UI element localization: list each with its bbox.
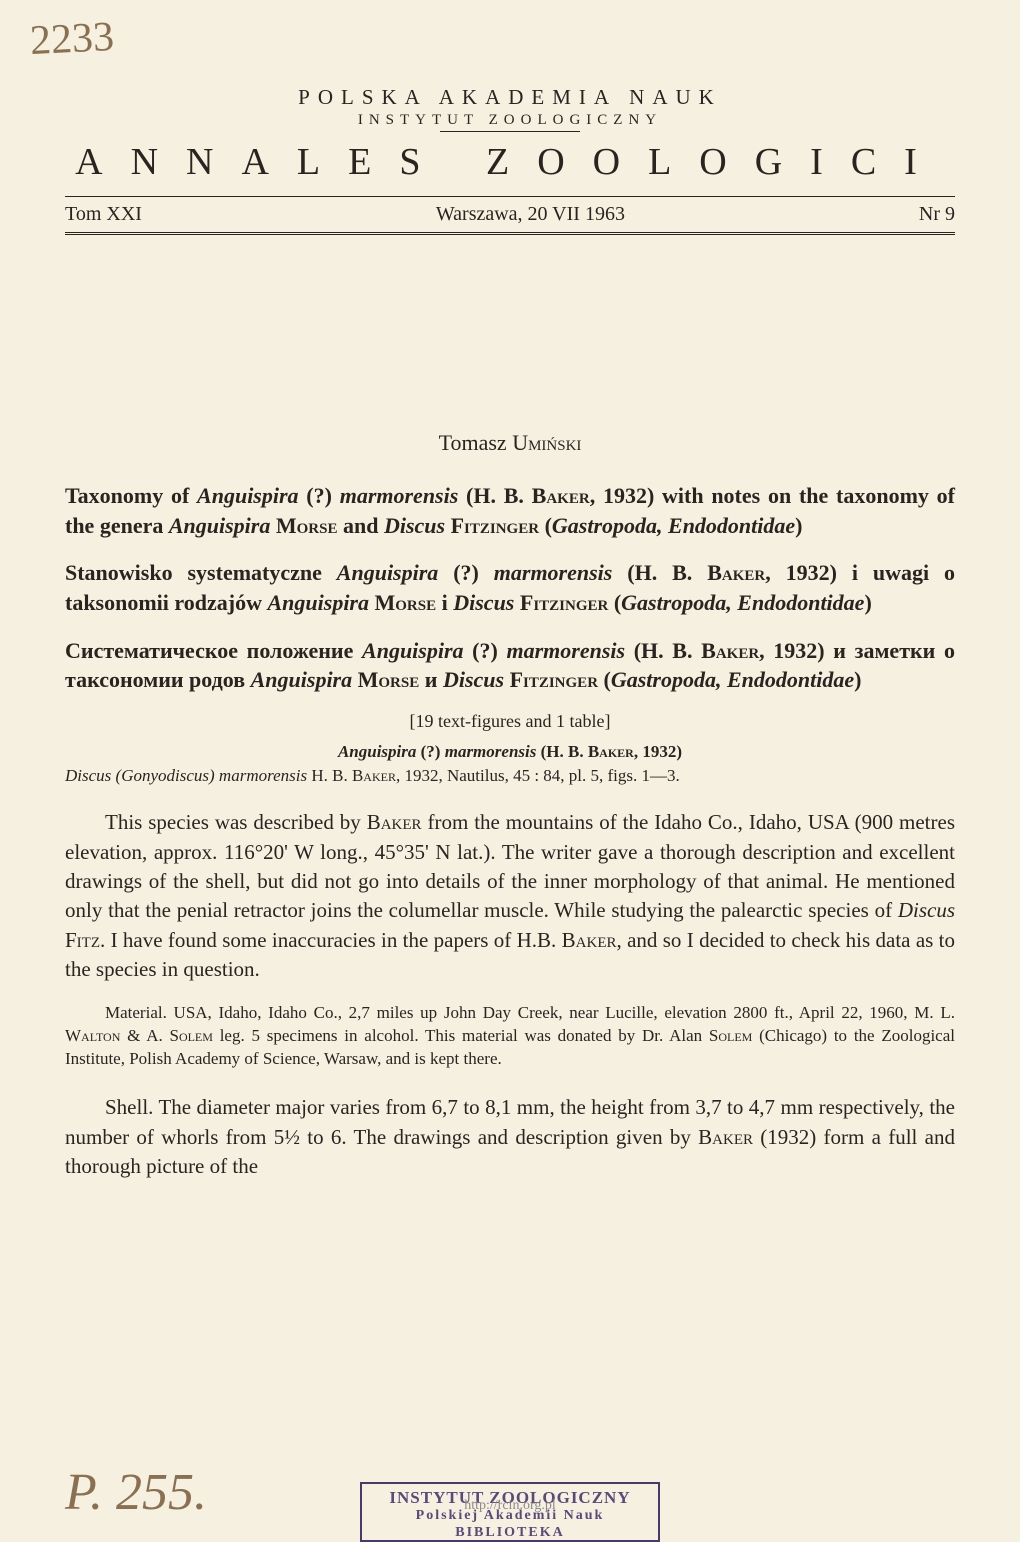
article-title-russian: Систематическое положение Anguispira (?)…	[65, 636, 955, 695]
issue-info-line: Tom XXI Warszawa, 20 VII 1963 Nr 9	[65, 196, 955, 235]
body-paragraph-shell: Shell. The diameter major varies from 6,…	[65, 1093, 955, 1181]
journal-title: ANNALES ZOOLOGICI	[65, 140, 955, 184]
stamp-line-3: BIBLIOTEKA	[362, 1525, 658, 1542]
volume-number: Tom XXI	[65, 203, 142, 226]
figures-and-tables-note: [19 text-figures and 1 table]	[65, 711, 955, 732]
issue-number: Nr 9	[919, 203, 955, 226]
watermark-url: http://rcin.org.pl	[362, 1498, 658, 1515]
place-and-date: Warszawa, 20 VII 1963	[436, 203, 625, 226]
header-divider	[440, 131, 580, 132]
library-stamp: INSTYTUT ZOOLOGICZNY Polskiej Akademii N…	[360, 1482, 660, 1542]
sub-institution-name: INSTYTUT ZOOLOGICZNY	[65, 112, 955, 129]
body-paragraph-material: Material. USA, Idaho, Idaho Co., 2,7 mil…	[65, 1002, 955, 1071]
body-paragraph-1: This species was described by Baker from…	[65, 808, 955, 984]
author-first-name: Tomasz	[439, 430, 507, 455]
species-heading: Anguispira (?) marmorensis (H. B. Baker,…	[65, 742, 955, 762]
article-title-english: Taxonomy of Anguispira (?) marmorensis (…	[65, 481, 955, 540]
author-surname: Umiński	[512, 430, 581, 455]
handwritten-annotation-bottom: P. 255.	[65, 1463, 207, 1522]
article-title-polish: Stanowisko systematyczne Anguispira (?) …	[65, 558, 955, 617]
author-name: Tomasz Umiński	[65, 430, 955, 456]
citation-line: Discus (Gonyodiscus) marmorensis H. B. B…	[65, 766, 955, 786]
institution-name: POLSKA AKADEMIA NAUK	[65, 0, 955, 110]
handwritten-annotation-top: 2233	[29, 13, 115, 65]
